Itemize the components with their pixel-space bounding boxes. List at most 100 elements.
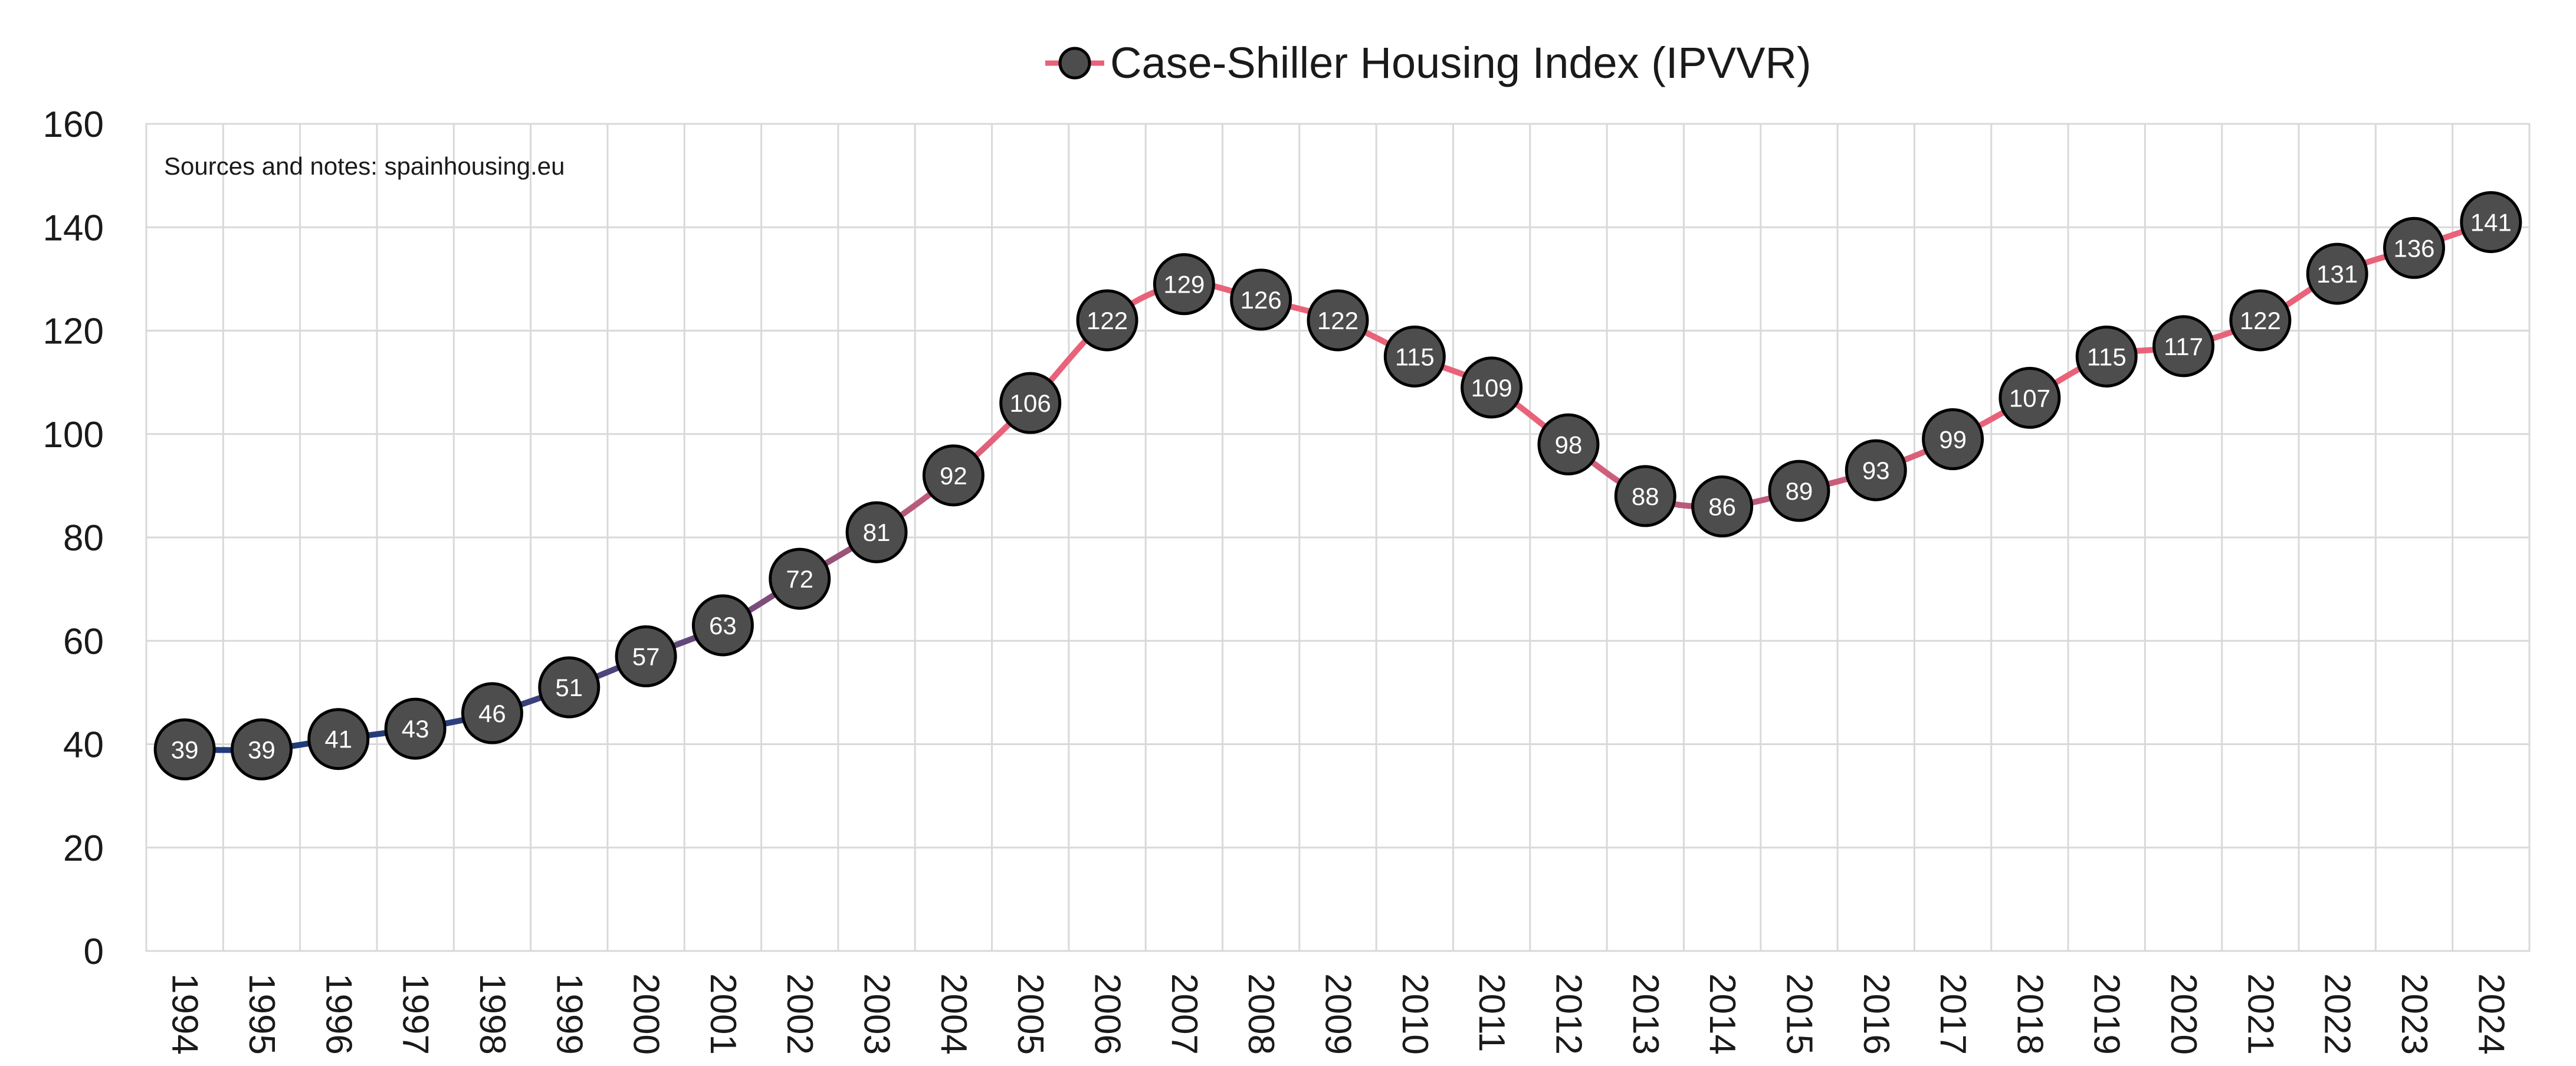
marker-2015 [1768, 460, 1830, 522]
marker-2020 [2152, 315, 2215, 378]
x-tick-label-2: 1996 [318, 973, 359, 1055]
marker-2022 [2306, 242, 2368, 305]
x-tick-label-7: 2001 [703, 973, 743, 1055]
data-label-2024: 141 [2470, 208, 2512, 236]
data-label-2010: 115 [1395, 343, 1435, 370]
x-tick-label-29: 2023 [2394, 973, 2434, 1055]
marker-2012 [1537, 413, 1600, 475]
data-label-2001: 63 [709, 612, 737, 639]
marker-2016 [1845, 439, 1907, 501]
x-tick-label-10: 2004 [933, 973, 974, 1055]
data-label-2009: 122 [1317, 307, 1358, 334]
marker-2021 [2229, 289, 2292, 352]
data-label-1998: 46 [478, 700, 506, 727]
x-tick-label-15: 2009 [1318, 973, 1358, 1055]
x-axis-ticks: 1994 1995 1996 1997 1998 1999 2000 2001 2002 2003… [165, 973, 2512, 1055]
marker-2013 [1614, 465, 1676, 527]
x-tick-label-24: 2018 [2009, 973, 2050, 1055]
y-tick-label-7: 140 [43, 208, 104, 248]
x-tick-label-3: 1997 [395, 973, 436, 1055]
x-tick-label-30: 2024 [2470, 973, 2511, 1055]
data-label-2022: 131 [2316, 260, 2358, 288]
marker-2009 [1307, 289, 1369, 352]
x-tick-label-23: 2017 [1932, 973, 1973, 1055]
x-tick-label-5: 1999 [549, 973, 589, 1055]
x-tick-label-21: 2015 [1778, 973, 1819, 1055]
data-label-2016: 93 [1862, 457, 1890, 484]
data-label-2023: 136 [2393, 234, 2434, 262]
marker-2007 [1153, 253, 1215, 316]
data-label-2019: 115 [2087, 343, 2127, 370]
marker-1998 [461, 682, 523, 744]
marker-1995 [230, 718, 293, 780]
marker-2010 [1383, 325, 1446, 388]
marker-2017 [1922, 408, 1984, 471]
y-tick-label-3: 60 [63, 621, 104, 662]
y-tick-label-4: 80 [63, 518, 104, 559]
x-tick-label-6: 2000 [626, 973, 667, 1055]
data-label-2004: 92 [940, 462, 967, 490]
marker-2024 [2460, 191, 2522, 253]
marker-2001 [691, 594, 754, 657]
x-tick-label-16: 2010 [1394, 973, 1435, 1055]
data-label-2014: 86 [1708, 493, 1736, 520]
marker-2003 [845, 501, 908, 563]
y-tick-label-2: 40 [63, 725, 104, 766]
marker-2002 [769, 547, 831, 610]
plot-area-border [145, 123, 2531, 952]
marker-2008 [1230, 268, 1292, 331]
data-label-2013: 88 [1632, 483, 1659, 510]
x-tick-label-18: 2012 [1548, 973, 1589, 1055]
x-tick-label-17: 2011 [1471, 973, 1512, 1052]
x-tick-label-25: 2019 [2086, 973, 2127, 1055]
marker-2005 [999, 372, 1062, 434]
data-label-1999: 51 [555, 674, 583, 701]
data-label-2011: 109 [1471, 374, 1512, 402]
data-labels: 39 39 41 43 46 51 57 63 72 81 92 106 122 129 126 122 115… [171, 208, 2512, 763]
data-label-2003: 81 [863, 519, 891, 546]
data-label-2012: 98 [1555, 431, 1583, 458]
x-tick-label-14: 2008 [1241, 973, 1281, 1055]
series-markers [153, 191, 2522, 780]
legend-label: Case-Shiller Housing Index (IPVVR) [1110, 38, 1812, 87]
y-tick-label-8: 160 [43, 104, 104, 145]
data-label-1997: 43 [402, 715, 429, 743]
y-tick-label-5: 100 [43, 415, 104, 455]
x-tick-label-12: 2006 [1087, 973, 1128, 1055]
y-tick-label-6: 120 [43, 311, 104, 352]
x-tick-label-26: 2020 [2163, 973, 2204, 1055]
x-tick-label-28: 2022 [2317, 973, 2358, 1055]
marker-2023 [2383, 217, 2446, 279]
marker-1999 [538, 656, 600, 719]
x-tick-label-4: 1998 [472, 973, 513, 1055]
data-label-2007: 129 [1163, 271, 1205, 299]
data-label-2015: 89 [1786, 477, 1813, 505]
data-label-2006: 122 [1087, 307, 1128, 334]
marker-1996 [307, 708, 370, 770]
x-tick-label-1: 1995 [241, 973, 282, 1055]
data-label-2002: 72 [786, 565, 813, 593]
marker-2006 [1076, 289, 1138, 352]
marker-2018 [1999, 366, 2061, 429]
data-label-1994: 39 [171, 736, 199, 763]
y-axis-ticks: 0 20 40 60 80 100 120 140 160 [43, 104, 104, 972]
marker-2019 [2075, 325, 2138, 388]
marker-1997 [384, 697, 447, 760]
grid [146, 123, 2529, 952]
marker-1994 [153, 718, 216, 780]
data-label-2008: 126 [1241, 286, 1282, 314]
data-label-2005: 106 [1010, 389, 1051, 417]
x-tick-label-9: 2003 [857, 973, 897, 1055]
marker-2014 [1691, 475, 1754, 537]
x-tick-label-22: 2016 [1856, 973, 1896, 1055]
data-label-2018: 107 [2009, 384, 2050, 412]
x-tick-label-20: 2014 [1702, 973, 1743, 1055]
marker-2000 [615, 625, 677, 688]
data-label-2020: 117 [2164, 333, 2203, 360]
marker-2004 [922, 444, 985, 507]
data-label-1996: 41 [324, 726, 352, 753]
x-tick-label-19: 2013 [1625, 973, 1666, 1055]
x-tick-label-0: 1994 [165, 973, 205, 1055]
data-label-1995: 39 [248, 736, 275, 763]
y-tick-label-0: 0 [84, 931, 104, 972]
